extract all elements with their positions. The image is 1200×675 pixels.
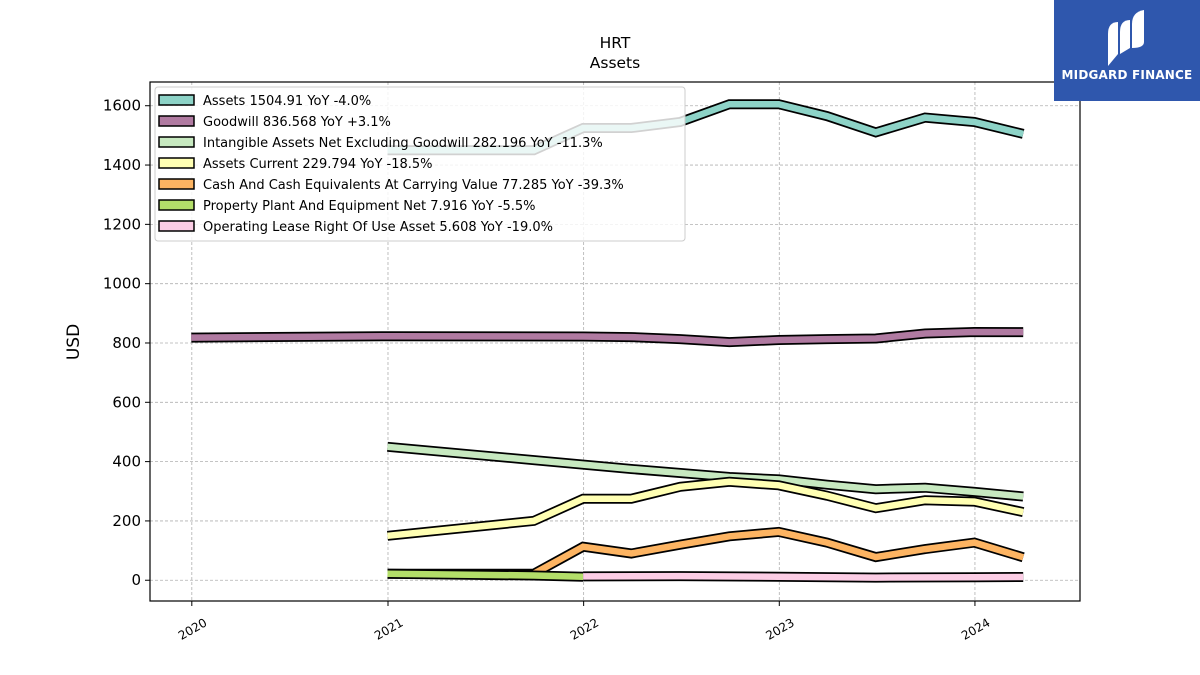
series-line <box>387 528 1025 577</box>
series-line <box>387 478 1024 540</box>
logo-text: MIDGARD FINANCE <box>1061 68 1193 82</box>
y-tick-label: 1000 <box>103 275 141 293</box>
legend-entry: Property Plant And Equipment Net 7.916 Y… <box>203 199 536 214</box>
x-tick-label: 2022 <box>568 615 601 642</box>
legend-box <box>154 86 686 242</box>
series-line <box>191 328 1024 346</box>
y-axis-label: USD <box>64 324 84 360</box>
y-tick-label: 1600 <box>103 97 141 115</box>
y-tick-label: 200 <box>112 512 141 530</box>
legend-entry: Assets Current 229.794 YoY -18.5% <box>203 157 433 172</box>
plot-frame <box>149 81 1081 602</box>
series-line <box>387 570 584 580</box>
legend-swatch <box>158 115 195 127</box>
series-line <box>583 572 1024 581</box>
y-tick-label: 1200 <box>103 215 141 233</box>
series-line <box>387 443 1024 500</box>
y-tick-label: 0 <box>131 571 141 589</box>
logo: MIDGARD FINANCE <box>1054 0 1200 101</box>
legend-swatch <box>158 178 195 190</box>
legend-swatch <box>158 220 195 232</box>
y-tick-label: 800 <box>112 334 141 352</box>
chart-subtitle: Assets <box>590 54 640 72</box>
legend-entry: Intangible Assets Net Excluding Goodwill… <box>203 136 603 151</box>
legend-entry: Cash And Cash Equivalents At Carrying Va… <box>203 178 624 193</box>
logo-mark-icon <box>1108 10 1144 66</box>
legend-entry: Operating Lease Right Of Use Asset 5.608… <box>203 220 553 235</box>
chart-title: HRT <box>600 34 631 52</box>
legend-entry: Assets 1504.91 YoY -4.0% <box>203 94 371 109</box>
x-tick-label: 2023 <box>763 615 796 642</box>
y-tick-label: 400 <box>112 453 141 471</box>
legend: Assets 1504.91 YoY -4.0% Goodwill 836.568… <box>154 86 686 242</box>
x-tick-label: 2021 <box>372 615 405 642</box>
legend-swatch <box>158 199 195 211</box>
legend-entry: Goodwill 836.568 YoY +3.1% <box>203 115 391 130</box>
legend-swatch <box>158 157 195 169</box>
legend-swatch <box>158 94 195 106</box>
x-tick-label: 2020 <box>176 615 209 642</box>
x-tick-label: 2024 <box>959 615 992 642</box>
legend-swatch <box>158 136 195 148</box>
y-tick-label: 600 <box>112 393 141 411</box>
y-tick-label: 1400 <box>103 156 141 174</box>
